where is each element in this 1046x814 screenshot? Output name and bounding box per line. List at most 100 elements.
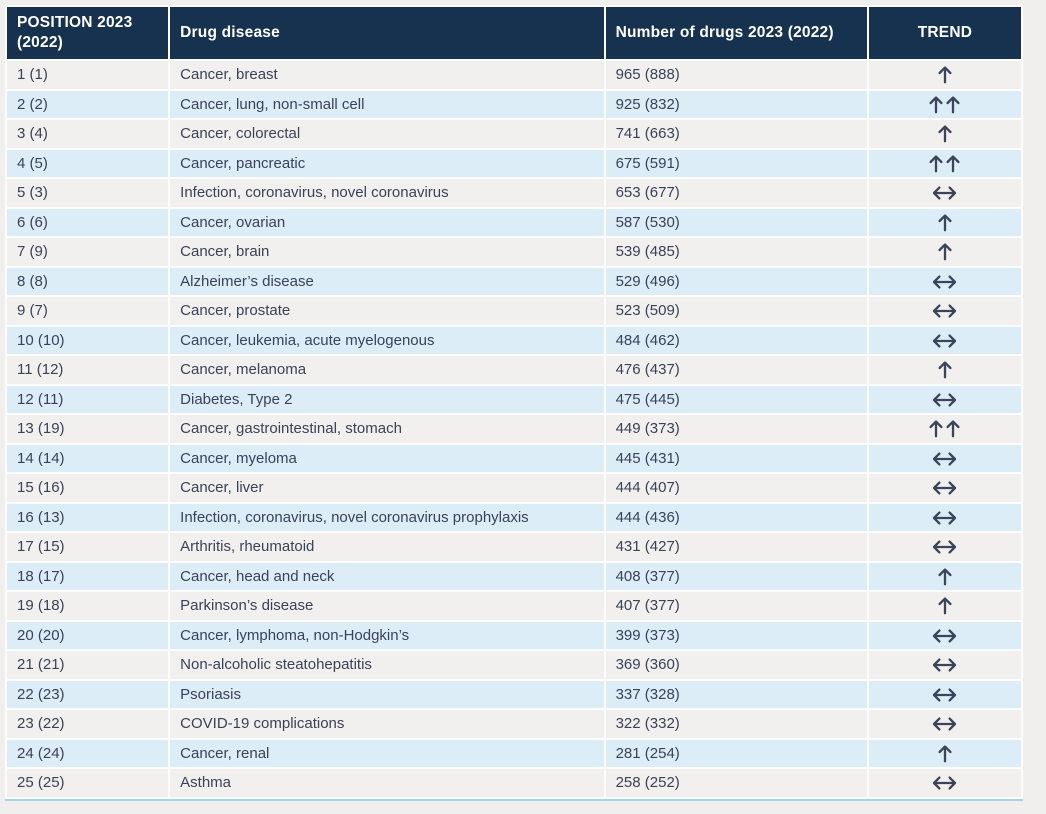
position-cell: 11 (12) (7, 356, 169, 384)
up-arrow-icon (938, 597, 952, 615)
left-right-arrow-icon (933, 452, 957, 466)
left-right-arrow-icon (933, 540, 957, 554)
double-up-arrow-icon (929, 420, 960, 438)
disease-cell: Diabetes, Type 2 (170, 385, 604, 413)
trend-cell (868, 592, 1021, 620)
trend-cell (868, 739, 1021, 767)
table-row: 12 (11) Diabetes, Type 2 475 (445) (7, 385, 1021, 413)
drug-disease-ranking-table: POSITION 2023 (2022) Drug disease Number o… (5, 5, 1023, 801)
column-header-drugs: Number of drugs 2023 (2022) (605, 7, 867, 59)
table-row: 23 (22) COVID-19 complications 322 (332) (7, 710, 1021, 738)
table-row: 14 (14) Cancer, myeloma 445 (431) (7, 444, 1021, 472)
left-right-arrow-icon (933, 481, 957, 495)
position-cell: 12 (11) (7, 385, 169, 413)
position-cell: 10 (10) (7, 326, 169, 354)
left-right-arrow-icon (933, 186, 957, 200)
trend-cell (868, 356, 1021, 384)
drugs-cell: 539 (485) (605, 238, 867, 266)
disease-cell: Cancer, gastrointestinal, stomach (170, 415, 604, 443)
position-cell: 2 (2) (7, 90, 169, 118)
position-cell: 8 (8) (7, 267, 169, 295)
position-cell: 4 (5) (7, 149, 169, 177)
left-right-arrow-icon (933, 304, 957, 318)
drugs-cell: 407 (377) (605, 592, 867, 620)
position-cell: 17 (15) (7, 533, 169, 561)
disease-cell: Infection, coronavirus, novel coronaviru… (170, 503, 604, 531)
drugs-cell: 529 (496) (605, 267, 867, 295)
up-arrow-icon (938, 568, 952, 586)
table-body: 1 (1) Cancer, breast 965 (888) 2 (2) Cancer… (7, 61, 1021, 797)
trend-cell (868, 444, 1021, 472)
column-header-trend: TREND (868, 7, 1021, 59)
disease-cell: Cancer, pancreatic (170, 149, 604, 177)
disease-cell: Cancer, ovarian (170, 208, 604, 236)
disease-cell: Cancer, lymphoma, non-Hodgkin’s (170, 621, 604, 649)
disease-cell: Parkinson’s disease (170, 592, 604, 620)
trend-cell (868, 710, 1021, 738)
drugs-cell: 399 (373) (605, 621, 867, 649)
disease-cell: Cancer, breast (170, 61, 604, 89)
drug-disease-table-container: POSITION 2023 (2022) Drug disease Number o… (5, 5, 1023, 801)
position-cell: 18 (17) (7, 562, 169, 590)
drugs-cell: 476 (437) (605, 356, 867, 384)
trend-cell (868, 533, 1021, 561)
trend-cell (868, 179, 1021, 207)
position-cell: 9 (7) (7, 297, 169, 325)
disease-cell: Infection, coronavirus, novel coronaviru… (170, 179, 604, 207)
drugs-cell: 258 (252) (605, 769, 867, 797)
trend-cell (868, 474, 1021, 502)
double-up-arrow-icon (929, 155, 960, 173)
up-arrow-icon (938, 361, 952, 379)
disease-cell: Cancer, prostate (170, 297, 604, 325)
position-cell: 19 (18) (7, 592, 169, 620)
table-row: 5 (3) Infection, coronavirus, novel coron… (7, 179, 1021, 207)
position-cell: 20 (20) (7, 621, 169, 649)
disease-cell: Cancer, renal (170, 739, 604, 767)
drugs-cell: 445 (431) (605, 444, 867, 472)
drugs-cell: 322 (332) (605, 710, 867, 738)
drugs-cell: 431 (427) (605, 533, 867, 561)
trend-cell (868, 326, 1021, 354)
drugs-cell: 587 (530) (605, 208, 867, 236)
trend-cell (868, 621, 1021, 649)
table-row: 13 (19) Cancer, gastrointestinal, stomach… (7, 415, 1021, 443)
position-cell: 1 (1) (7, 61, 169, 89)
position-cell: 6 (6) (7, 208, 169, 236)
position-cell: 25 (25) (7, 769, 169, 797)
trend-cell (868, 297, 1021, 325)
left-right-arrow-icon (933, 776, 957, 790)
trend-cell (868, 90, 1021, 118)
trend-cell (868, 769, 1021, 797)
position-cell: 13 (19) (7, 415, 169, 443)
table-row: 25 (25) Asthma 258 (252) (7, 769, 1021, 797)
drugs-cell: 484 (462) (605, 326, 867, 354)
position-cell: 22 (23) (7, 680, 169, 708)
table-row: 11 (12) Cancer, melanoma 476 (437) (7, 356, 1021, 384)
drugs-cell: 741 (663) (605, 120, 867, 148)
table-row: 6 (6) Cancer, ovarian 587 (530) (7, 208, 1021, 236)
header-row: POSITION 2023 (2022) Drug disease Number o… (7, 7, 1021, 59)
trend-cell (868, 415, 1021, 443)
position-cell: 21 (21) (7, 651, 169, 679)
column-header-position: POSITION 2023 (2022) (7, 7, 169, 59)
disease-cell: Alzheimer’s disease (170, 267, 604, 295)
drugs-cell: 965 (888) (605, 61, 867, 89)
up-arrow-icon (938, 125, 952, 143)
table-row: 4 (5) Cancer, pancreatic 675 (591) (7, 149, 1021, 177)
table-row: 24 (24) Cancer, renal 281 (254) (7, 739, 1021, 767)
disease-cell: Cancer, lung, non-small cell (170, 90, 604, 118)
drugs-cell: 369 (360) (605, 651, 867, 679)
disease-cell: Asthma (170, 769, 604, 797)
trend-cell (868, 503, 1021, 531)
table-row: 21 (21) Non-alcoholic steatohepatitis 369 … (7, 651, 1021, 679)
disease-cell: Cancer, leukemia, acute myelogenous (170, 326, 604, 354)
drugs-cell: 475 (445) (605, 385, 867, 413)
position-cell: 15 (16) (7, 474, 169, 502)
disease-cell: Cancer, melanoma (170, 356, 604, 384)
disease-cell: Arthritis, rheumatoid (170, 533, 604, 561)
table-row: 9 (7) Cancer, prostate 523 (509) (7, 297, 1021, 325)
drugs-cell: 337 (328) (605, 680, 867, 708)
trend-cell (868, 149, 1021, 177)
disease-cell: Psoriasis (170, 680, 604, 708)
drugs-cell: 449 (373) (605, 415, 867, 443)
